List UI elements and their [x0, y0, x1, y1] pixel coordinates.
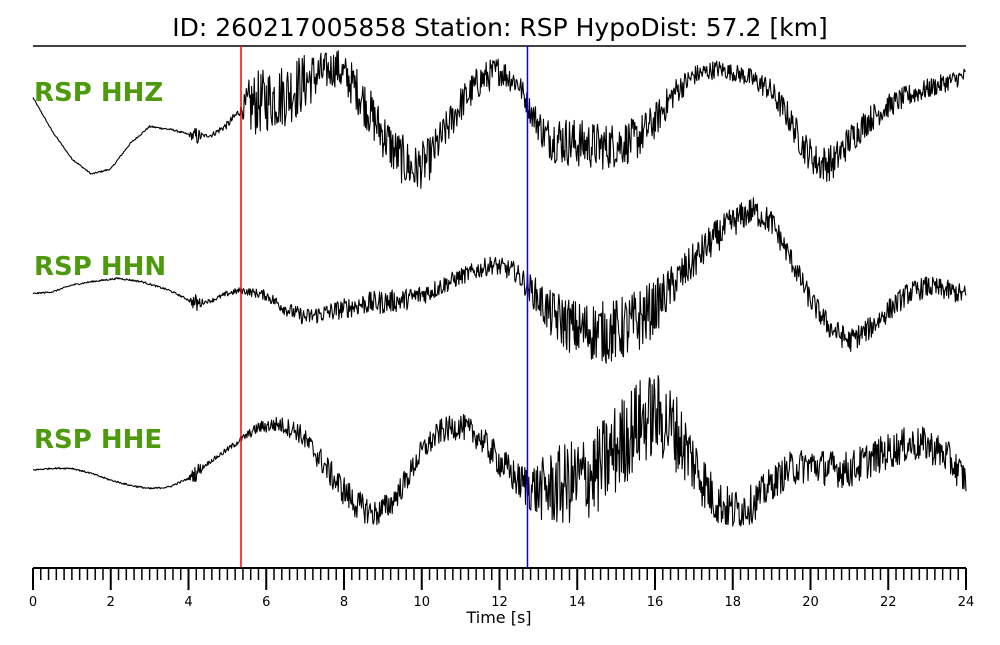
- trace-rsp-hhe: [32, 375, 967, 527]
- time-axis: 0 2 4 6 8 10 12 14 16 18 20 22 24: [29, 567, 975, 610]
- x-tick-label: 12: [491, 595, 508, 610]
- x-axis-label: Time [s]: [465, 608, 531, 627]
- x-tick-label: 24: [958, 595, 975, 610]
- trace-rsp-hhz: [32, 50, 967, 189]
- channel-label-rsp-hhe: RSP HHE: [34, 425, 162, 455]
- channel-label-rsp-hhz: RSP HHZ: [34, 78, 163, 108]
- chart-title: ID: 260217005858 Station: RSP HypoDist: …: [172, 13, 827, 42]
- traces-layer: [32, 50, 967, 527]
- x-tick-label: 4: [184, 595, 192, 610]
- x-tick-label: 6: [262, 595, 270, 610]
- x-tick-label: 8: [340, 595, 348, 610]
- picks-layer: [240, 46, 529, 568]
- channel-labels: RSP HHZ RSP HHN RSP HHE: [34, 78, 166, 455]
- channel-label-rsp-hhn: RSP HHN: [34, 252, 166, 282]
- x-tick-label: 22: [880, 595, 897, 610]
- trace-rsp-hhn: [32, 197, 967, 364]
- x-tick-label: 0: [29, 595, 37, 610]
- x-tick-label: 14: [569, 595, 586, 610]
- x-tick-label: 2: [107, 595, 115, 610]
- x-tick-label: 20: [802, 595, 819, 610]
- x-tick-label: 18: [724, 595, 741, 610]
- x-tick-label: 10: [413, 595, 430, 610]
- x-tick-label: 16: [647, 595, 664, 610]
